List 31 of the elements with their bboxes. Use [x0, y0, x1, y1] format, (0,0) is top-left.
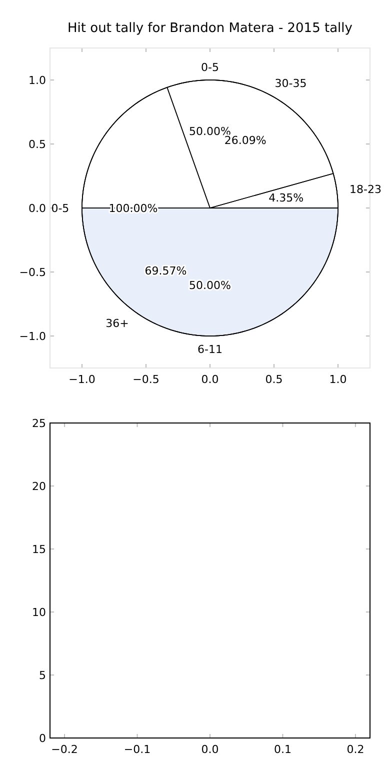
- chart-title: Hit out tally for Brandon Matera - 2015 tally: [68, 21, 353, 36]
- slice-label: 30-35: [274, 76, 307, 90]
- x-tick-label: 0.2: [346, 743, 364, 756]
- slice-label: 0-5: [201, 61, 219, 74]
- x-tick-label: 0.0: [201, 743, 219, 756]
- slice-label: 18-23: [349, 182, 382, 196]
- x-tick-label: −0.2: [51, 743, 78, 756]
- y-tick-label: 1.0: [28, 74, 46, 87]
- data-label: 4.35%: [268, 192, 304, 205]
- y-tick-label: 0: [39, 732, 46, 745]
- x-tick-label: −0.5: [132, 373, 160, 386]
- y-tick-label: 20: [32, 480, 46, 493]
- x-tick-label: 0.5: [265, 373, 283, 386]
- x-tick-label: −0.1: [124, 743, 151, 756]
- y-tick-label: 15: [32, 543, 46, 556]
- y-tick-label: 25: [32, 417, 46, 430]
- x-tick-label: 1.0: [329, 373, 347, 386]
- x-tick-label: −1.0: [68, 373, 96, 386]
- slice-label: 6-11: [198, 342, 222, 356]
- y-tick-label: −0.5: [19, 266, 46, 279]
- slice-label: 0-5: [51, 202, 70, 215]
- x-tick-label: 0.1: [274, 743, 292, 756]
- data-label: 69.57%: [144, 264, 187, 278]
- y-tick-label: −1.0: [19, 330, 46, 343]
- y-tick-label: 0.5: [28, 138, 46, 151]
- y-tick-label: 5: [39, 669, 46, 682]
- x-tick-label: 0.0: [201, 373, 219, 386]
- slice-label: 36+: [106, 317, 129, 330]
- y-tick-label: 0.0: [28, 202, 46, 215]
- y-tick-label: 10: [32, 606, 46, 619]
- data-label: 50.00%: [189, 278, 231, 292]
